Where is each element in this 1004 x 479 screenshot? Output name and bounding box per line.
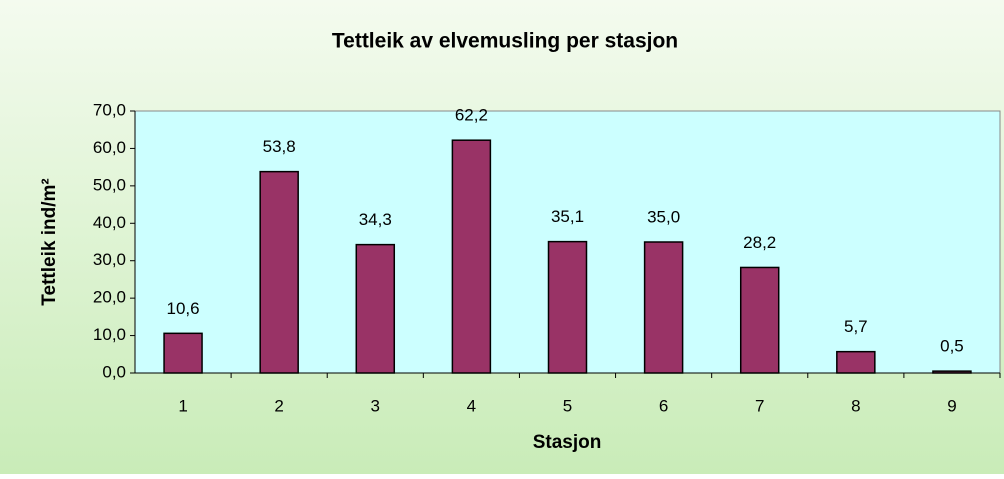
chart-title: Tettleik av elvemusling per stasjon [332,30,678,53]
bar [163,332,203,374]
x-tick-label: 8 [851,396,860,415]
y-tick-label: 70,0 [93,100,126,119]
bar [932,370,972,374]
value-label: 0,5 [940,337,964,356]
x-tick-label: 7 [755,396,764,415]
x-tick-label: 5 [563,396,572,415]
x-tick-label: 2 [274,396,283,415]
value-label: 5,7 [844,317,868,336]
value-label: 53,8 [263,137,296,156]
x-axis-title: Stasjon [533,432,602,453]
bar [355,243,396,374]
bar [739,266,780,374]
x-tick-label: 1 [178,396,187,415]
bar [643,241,684,374]
y-tick-label: 0,0 [102,362,126,381]
x-tick-label: 4 [467,396,476,415]
value-label: 34,3 [359,210,392,229]
y-tick-label: 20,0 [93,288,126,307]
value-label: 10,6 [167,299,200,318]
bar [451,139,492,374]
bar [259,170,299,374]
bar [547,240,588,374]
value-label: 28,2 [743,233,776,252]
x-tick-label: 6 [659,396,668,415]
x-tick-label: 9 [947,396,956,415]
value-label: 62,2 [455,106,488,125]
y-tick-label: 50,0 [93,175,126,194]
x-tick-label: 3 [371,396,380,415]
y-tick-label: 60,0 [93,138,126,157]
value-label: 35,1 [551,207,584,226]
y-axis-title: Tettleik ind/m² [39,178,60,305]
y-tick-label: 40,0 [93,213,126,232]
y-tick-label: 10,0 [93,325,126,344]
bar [836,350,876,374]
y-tick-label: 30,0 [93,250,126,269]
value-label: 35,0 [647,207,680,226]
